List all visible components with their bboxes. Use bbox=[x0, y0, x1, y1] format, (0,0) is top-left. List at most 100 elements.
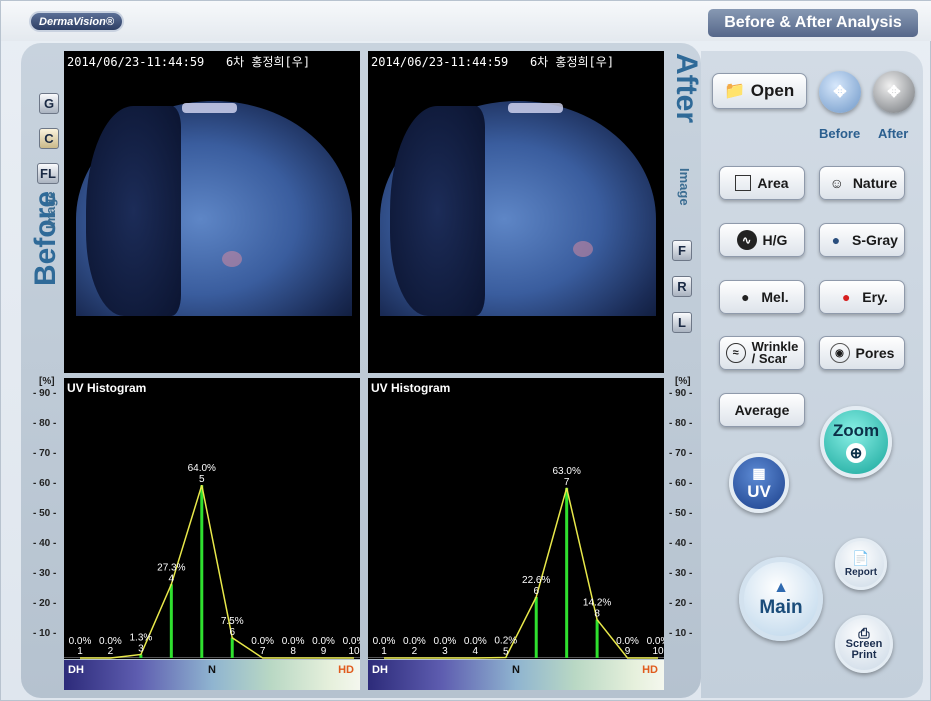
after-tone-bar: DH N HD bbox=[368, 660, 664, 690]
screen-print-button[interactable]: ⎙ Screen Print bbox=[835, 615, 893, 673]
zoom-plus-icon: ⊕ bbox=[846, 443, 866, 463]
histogram-category-label: 8 bbox=[290, 646, 296, 657]
before-image-pane[interactable]: 2014/06/23-11:44:59 6차 홍정희[우] bbox=[64, 51, 360, 373]
print-label: Print bbox=[851, 648, 877, 661]
main-icon: ▲ bbox=[773, 579, 789, 596]
before-hair-shape bbox=[86, 106, 181, 316]
ery-button[interactable]: ● Ery. bbox=[819, 280, 905, 314]
dermavision-logo: DermaVision® bbox=[29, 11, 124, 32]
zoom-button[interactable]: Zoom ⊕ bbox=[820, 406, 892, 478]
scale-tick-label: - 30 - bbox=[669, 568, 693, 579]
before-hd-label: HD bbox=[338, 664, 354, 676]
before-image-label: Image bbox=[43, 191, 58, 229]
mode-f-button[interactable]: F bbox=[672, 240, 692, 261]
scale-tick-label: - 60 - bbox=[669, 478, 693, 489]
report-label: Report bbox=[844, 567, 878, 578]
before-select-label: Before bbox=[819, 126, 861, 141]
histogram-value-label: 0.0% bbox=[343, 636, 360, 647]
histogram-category-label: 2 bbox=[108, 646, 114, 657]
histogram-value-label: 0.0% bbox=[251, 636, 274, 647]
histogram-category-label: 3 bbox=[138, 643, 144, 654]
scale-tick-label: - 40 - bbox=[33, 538, 57, 549]
scale-tick-label: - 70 - bbox=[669, 448, 693, 459]
area-button[interactable]: Area bbox=[719, 166, 805, 200]
before-select-button[interactable]: ✥ bbox=[819, 71, 861, 113]
person-dark-icon: ● bbox=[741, 289, 750, 305]
pores-label: Pores bbox=[855, 345, 895, 361]
histogram-value-label: 0.0% bbox=[99, 636, 122, 647]
zoom-label: Zoom bbox=[832, 421, 880, 440]
histogram-category-label: 10 bbox=[348, 646, 360, 657]
before-nose-highlight bbox=[222, 251, 242, 267]
mode-r-button[interactable]: R bbox=[672, 276, 692, 297]
before-histogram-svg: 0.0%10.0%21.3%327.3%464.0%57.5%60.0%70.0… bbox=[64, 463, 360, 659]
wrinkle-scar-button[interactable]: ≈ Wrinkle / Scar bbox=[719, 336, 805, 370]
screen-label: Screen bbox=[845, 637, 883, 650]
scale-tick-label: - 80 - bbox=[33, 418, 57, 429]
main-button[interactable]: ▲ Main bbox=[739, 557, 823, 641]
scale-tick-label: - 50 - bbox=[669, 508, 693, 519]
after-image-pane[interactable]: 2014/06/23-11:44:59 6차 홍정희[우] bbox=[368, 51, 664, 373]
histogram-category-label: 8 bbox=[594, 609, 600, 620]
mode-g-button[interactable]: G bbox=[39, 93, 59, 114]
before-tone-bar: DH N HD bbox=[64, 660, 360, 690]
histogram-category-label: 9 bbox=[321, 646, 327, 657]
after-select-button[interactable]: ✥ bbox=[873, 71, 915, 113]
histogram-value-label: 0.2% bbox=[494, 635, 517, 646]
before-histogram: UV Histogram 0.0% 1 0.0% 2 1.3% 3 27.3% 4 64.0% 5… bbox=[64, 378, 360, 659]
scale-unit: [%] bbox=[675, 376, 691, 387]
histogram-category-label: 2 bbox=[412, 646, 418, 657]
scale-tick-label: - 10 - bbox=[33, 628, 57, 639]
histogram-category-label: 1 bbox=[381, 646, 387, 657]
after-hd-label: HD bbox=[642, 664, 658, 676]
mode-l-button[interactable]: L bbox=[672, 312, 692, 333]
mel-button[interactable]: ● Mel. bbox=[719, 280, 805, 314]
histogram-value-label: 0.0% bbox=[403, 636, 426, 647]
wrinkle-label-line1: Wrinkle bbox=[751, 339, 799, 354]
histogram-line bbox=[80, 484, 354, 659]
nature-button[interactable]: ☺ Nature bbox=[819, 166, 905, 200]
sgray-button[interactable]: ● S-Gray bbox=[819, 223, 905, 257]
histogram-category-label: 1 bbox=[77, 646, 83, 657]
report-button[interactable]: 📄 Report bbox=[835, 538, 887, 590]
histogram-value-label: 0.0% bbox=[616, 636, 639, 647]
histogram-category-label: 4 bbox=[473, 646, 479, 657]
histogram-value-label: 63.0% bbox=[552, 466, 580, 477]
histogram-value-label: 1.3% bbox=[129, 632, 152, 643]
scale-tick-label: - 40 - bbox=[669, 538, 693, 549]
histogram-category-label: 6 bbox=[229, 627, 235, 638]
histogram-value-label: 0.0% bbox=[69, 636, 92, 647]
histogram-value-label: 0.0% bbox=[312, 636, 335, 647]
scale-tick-label: - 50 - bbox=[33, 508, 57, 519]
scale-tick-label: - 70 - bbox=[33, 448, 57, 459]
histogram-value-label: 0.0% bbox=[433, 636, 456, 647]
average-button[interactable]: Average bbox=[719, 393, 805, 427]
hg-button[interactable]: ∿ H/G bbox=[719, 223, 805, 257]
before-headband bbox=[182, 103, 237, 113]
histogram-category-label: 4 bbox=[169, 573, 175, 584]
after-histogram: UV Histogram 0.0% 1 0.0% 2 0.0% 3 0.0% 4 0.2% 5 22… bbox=[368, 378, 664, 659]
after-hair-shape bbox=[390, 106, 485, 316]
scale-tick-label: - 20 - bbox=[33, 598, 57, 609]
wrinkle-icon: ≈ bbox=[725, 343, 746, 363]
scale-unit: [%] bbox=[39, 376, 55, 387]
histogram-category-label: 5 bbox=[199, 474, 205, 485]
window-title: Before & After Analysis bbox=[708, 9, 918, 37]
printer-icon: ⎙ bbox=[858, 624, 870, 641]
average-label: Average bbox=[734, 402, 790, 418]
pores-button[interactable]: ◉ Pores bbox=[819, 336, 905, 370]
histogram-category-label: 3 bbox=[442, 646, 448, 657]
mode-fl-button[interactable]: FL bbox=[37, 163, 59, 184]
before-dh-label: DH bbox=[68, 664, 84, 676]
person-icon: ● bbox=[831, 232, 841, 248]
title-bar: DermaVision® Before & After Analysis bbox=[1, 1, 931, 41]
nature-label: Nature bbox=[852, 175, 898, 191]
person-outline-icon: ☺ bbox=[829, 175, 844, 191]
after-nose-highlight bbox=[573, 241, 593, 257]
uv-button[interactable]: ▦ UV bbox=[729, 453, 789, 513]
wrinkle-label: Wrinkle / Scar bbox=[751, 339, 799, 365]
mode-c-button[interactable]: C bbox=[39, 128, 59, 149]
open-button[interactable]: 📁 Open bbox=[712, 73, 807, 109]
histogram-value-label: 27.3% bbox=[157, 562, 185, 573]
